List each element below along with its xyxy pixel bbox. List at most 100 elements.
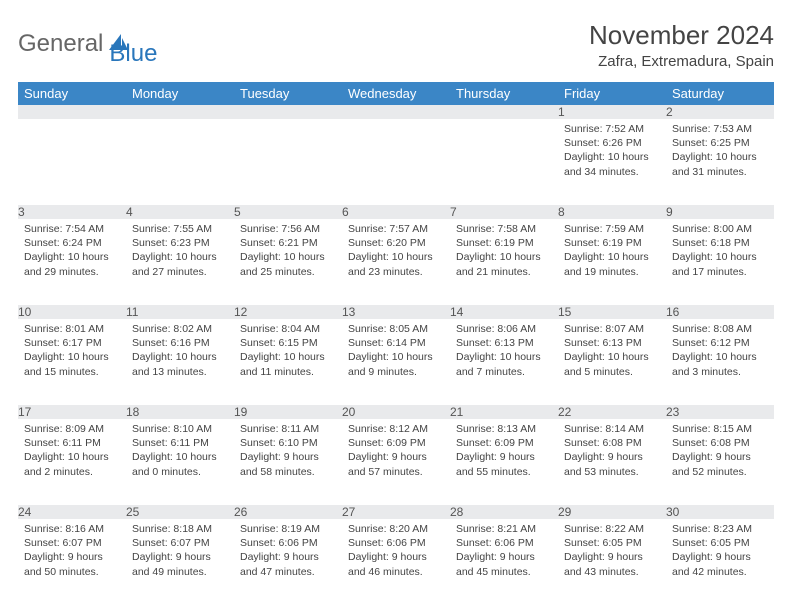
week-content-row: Sunrise: 7:54 AMSunset: 6:24 PMDaylight:… bbox=[18, 219, 774, 305]
daylight-line: Daylight: 9 hours and 46 minutes. bbox=[348, 550, 444, 578]
daylight-line: Daylight: 10 hours and 21 minutes. bbox=[456, 250, 552, 278]
day-content: Sunrise: 7:59 AMSunset: 6:19 PMDaylight:… bbox=[558, 219, 666, 285]
sunset-line: Sunset: 6:17 PM bbox=[24, 336, 120, 350]
sunset-line: Sunset: 6:15 PM bbox=[240, 336, 336, 350]
daylight-line: Daylight: 9 hours and 57 minutes. bbox=[348, 450, 444, 478]
day-content: Sunrise: 7:56 AMSunset: 6:21 PMDaylight:… bbox=[234, 219, 342, 285]
sunrise-line: Sunrise: 8:14 AM bbox=[564, 422, 660, 436]
day-number: 6 bbox=[342, 205, 450, 219]
day-cell: Sunrise: 8:02 AMSunset: 6:16 PMDaylight:… bbox=[126, 319, 234, 405]
day-content bbox=[18, 119, 126, 128]
daylight-line: Daylight: 9 hours and 49 minutes. bbox=[132, 550, 228, 578]
daylight-line: Daylight: 9 hours and 52 minutes. bbox=[672, 450, 768, 478]
sunset-line: Sunset: 6:09 PM bbox=[456, 436, 552, 450]
header: General Blue November 2024 Zafra, Extrem… bbox=[18, 20, 774, 70]
day-cell: Sunrise: 8:06 AMSunset: 6:13 PMDaylight:… bbox=[450, 319, 558, 405]
day-number bbox=[234, 105, 342, 119]
sunrise-line: Sunrise: 8:07 AM bbox=[564, 322, 660, 336]
day-cell: Sunrise: 8:13 AMSunset: 6:09 PMDaylight:… bbox=[450, 419, 558, 505]
day-cell: Sunrise: 8:10 AMSunset: 6:11 PMDaylight:… bbox=[126, 419, 234, 505]
sunrise-line: Sunrise: 7:55 AM bbox=[132, 222, 228, 236]
sunrise-line: Sunrise: 8:13 AM bbox=[456, 422, 552, 436]
day-cell: Sunrise: 7:57 AMSunset: 6:20 PMDaylight:… bbox=[342, 219, 450, 305]
day-number: 14 bbox=[450, 305, 558, 319]
day-content: Sunrise: 8:11 AMSunset: 6:10 PMDaylight:… bbox=[234, 419, 342, 485]
day-number: 30 bbox=[666, 505, 774, 519]
day-cell: Sunrise: 8:04 AMSunset: 6:15 PMDaylight:… bbox=[234, 319, 342, 405]
day-cell: Sunrise: 7:52 AMSunset: 6:26 PMDaylight:… bbox=[558, 119, 666, 205]
day-number: 18 bbox=[126, 405, 234, 419]
day-content bbox=[450, 119, 558, 128]
week-content-row: Sunrise: 8:16 AMSunset: 6:07 PMDaylight:… bbox=[18, 519, 774, 605]
day-header: Sunday bbox=[18, 82, 126, 105]
daylight-line: Daylight: 10 hours and 9 minutes. bbox=[348, 350, 444, 378]
sunrise-line: Sunrise: 8:06 AM bbox=[456, 322, 552, 336]
day-number: 11 bbox=[126, 305, 234, 319]
week-content-row: Sunrise: 8:09 AMSunset: 6:11 PMDaylight:… bbox=[18, 419, 774, 505]
week-number-row: 10111213141516 bbox=[18, 305, 774, 319]
day-number: 13 bbox=[342, 305, 450, 319]
sunset-line: Sunset: 6:21 PM bbox=[240, 236, 336, 250]
day-number: 12 bbox=[234, 305, 342, 319]
sunrise-line: Sunrise: 8:01 AM bbox=[24, 322, 120, 336]
daylight-line: Daylight: 9 hours and 58 minutes. bbox=[240, 450, 336, 478]
daylight-line: Daylight: 10 hours and 29 minutes. bbox=[24, 250, 120, 278]
day-content: Sunrise: 7:53 AMSunset: 6:25 PMDaylight:… bbox=[666, 119, 774, 185]
day-number: 26 bbox=[234, 505, 342, 519]
daylight-line: Daylight: 9 hours and 55 minutes. bbox=[456, 450, 552, 478]
sunrise-line: Sunrise: 8:00 AM bbox=[672, 222, 768, 236]
daylight-line: Daylight: 10 hours and 19 minutes. bbox=[564, 250, 660, 278]
day-cell: Sunrise: 8:00 AMSunset: 6:18 PMDaylight:… bbox=[666, 219, 774, 305]
day-number: 1 bbox=[558, 105, 666, 119]
day-number: 3 bbox=[18, 205, 126, 219]
daylight-line: Daylight: 10 hours and 7 minutes. bbox=[456, 350, 552, 378]
sunset-line: Sunset: 6:23 PM bbox=[132, 236, 228, 250]
sunset-line: Sunset: 6:16 PM bbox=[132, 336, 228, 350]
calendar-table: SundayMondayTuesdayWednesdayThursdayFrid… bbox=[18, 82, 774, 605]
daylight-line: Daylight: 10 hours and 11 minutes. bbox=[240, 350, 336, 378]
day-number: 7 bbox=[450, 205, 558, 219]
daylight-line: Daylight: 9 hours and 53 minutes. bbox=[564, 450, 660, 478]
day-content: Sunrise: 8:14 AMSunset: 6:08 PMDaylight:… bbox=[558, 419, 666, 485]
daylight-line: Daylight: 10 hours and 27 minutes. bbox=[132, 250, 228, 278]
day-content bbox=[126, 119, 234, 128]
sunset-line: Sunset: 6:11 PM bbox=[132, 436, 228, 450]
week-number-row: 3456789 bbox=[18, 205, 774, 219]
sunset-line: Sunset: 6:05 PM bbox=[564, 536, 660, 550]
day-content: Sunrise: 8:18 AMSunset: 6:07 PMDaylight:… bbox=[126, 519, 234, 585]
daylight-line: Daylight: 9 hours and 50 minutes. bbox=[24, 550, 120, 578]
sunrise-line: Sunrise: 7:52 AM bbox=[564, 122, 660, 136]
day-cell: Sunrise: 8:20 AMSunset: 6:06 PMDaylight:… bbox=[342, 519, 450, 605]
day-cell: Sunrise: 8:19 AMSunset: 6:06 PMDaylight:… bbox=[234, 519, 342, 605]
daylight-line: Daylight: 10 hours and 3 minutes. bbox=[672, 350, 768, 378]
sunset-line: Sunset: 6:12 PM bbox=[672, 336, 768, 350]
day-cell bbox=[18, 119, 126, 205]
sunrise-line: Sunrise: 7:54 AM bbox=[24, 222, 120, 236]
sunset-line: Sunset: 6:06 PM bbox=[456, 536, 552, 550]
sunrise-line: Sunrise: 8:08 AM bbox=[672, 322, 768, 336]
sunrise-line: Sunrise: 8:04 AM bbox=[240, 322, 336, 336]
day-cell: Sunrise: 8:05 AMSunset: 6:14 PMDaylight:… bbox=[342, 319, 450, 405]
day-content: Sunrise: 8:23 AMSunset: 6:05 PMDaylight:… bbox=[666, 519, 774, 585]
day-cell: Sunrise: 8:12 AMSunset: 6:09 PMDaylight:… bbox=[342, 419, 450, 505]
day-number: 22 bbox=[558, 405, 666, 419]
day-content: Sunrise: 8:13 AMSunset: 6:09 PMDaylight:… bbox=[450, 419, 558, 485]
day-content: Sunrise: 8:05 AMSunset: 6:14 PMDaylight:… bbox=[342, 319, 450, 385]
day-cell: Sunrise: 8:21 AMSunset: 6:06 PMDaylight:… bbox=[450, 519, 558, 605]
sunset-line: Sunset: 6:13 PM bbox=[564, 336, 660, 350]
day-content: Sunrise: 8:01 AMSunset: 6:17 PMDaylight:… bbox=[18, 319, 126, 385]
sunrise-line: Sunrise: 8:21 AM bbox=[456, 522, 552, 536]
sunrise-line: Sunrise: 7:53 AM bbox=[672, 122, 768, 136]
day-number: 24 bbox=[18, 505, 126, 519]
sunrise-line: Sunrise: 8:02 AM bbox=[132, 322, 228, 336]
day-content: Sunrise: 7:52 AMSunset: 6:26 PMDaylight:… bbox=[558, 119, 666, 185]
day-number: 10 bbox=[18, 305, 126, 319]
day-cell bbox=[450, 119, 558, 205]
day-number: 17 bbox=[18, 405, 126, 419]
day-cell: Sunrise: 8:08 AMSunset: 6:12 PMDaylight:… bbox=[666, 319, 774, 405]
sunset-line: Sunset: 6:20 PM bbox=[348, 236, 444, 250]
day-cell: Sunrise: 8:07 AMSunset: 6:13 PMDaylight:… bbox=[558, 319, 666, 405]
day-cell bbox=[342, 119, 450, 205]
day-content: Sunrise: 8:06 AMSunset: 6:13 PMDaylight:… bbox=[450, 319, 558, 385]
day-cell: Sunrise: 8:18 AMSunset: 6:07 PMDaylight:… bbox=[126, 519, 234, 605]
